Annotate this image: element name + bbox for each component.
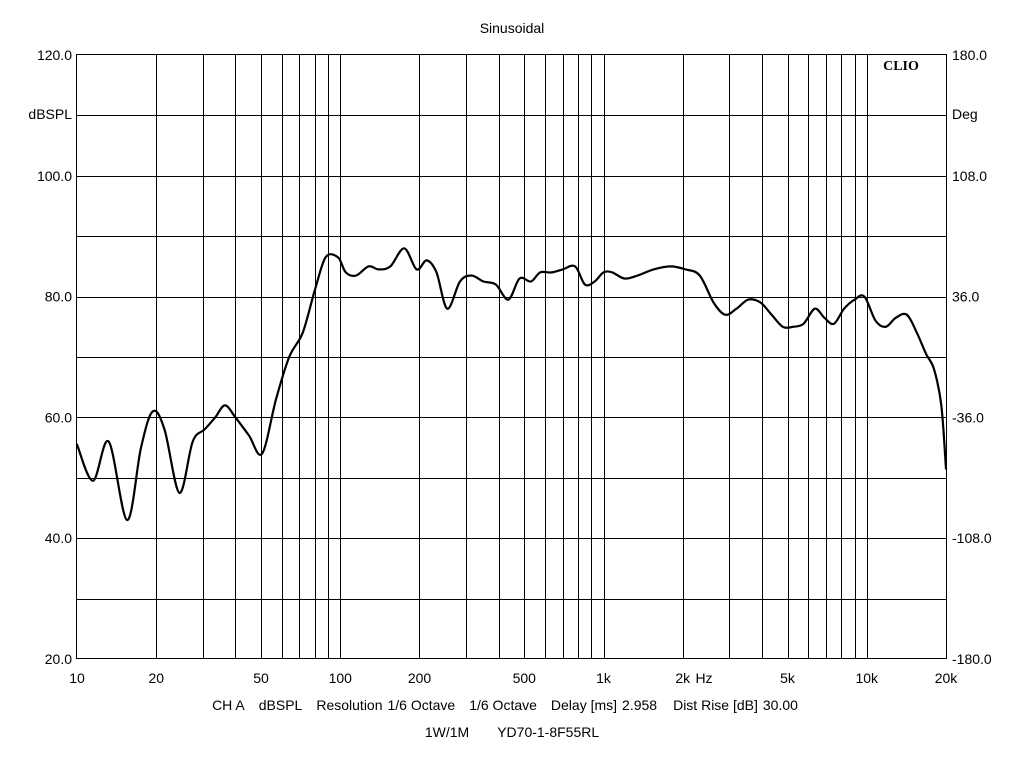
y-tick-label-left: 40.0 — [45, 530, 72, 546]
x-tick-label: 200 — [408, 670, 432, 686]
x-tick-label: 100 — [329, 670, 353, 686]
footer-line-1: CH A dBSPL Resolution 1/6 Octave 1/6 Octave D… — [212, 697, 798, 713]
footer-resolution-label: Resolution — [316, 697, 382, 713]
y-axis-right-ticks: 180.0 108.0 36.0 -36.0 -108.0 -180.0 — [952, 47, 992, 667]
footer-resolution-value: 1/6 Octave — [388, 697, 456, 713]
footer-dist-rise-label: Dist Rise [dB] — [673, 697, 758, 713]
footer-line-2: 1W/1M YD70-1-8F55RL — [425, 724, 599, 740]
x-tick-label: 1k — [596, 670, 612, 686]
x-tick-label: 20 — [148, 670, 164, 686]
x-axis-ticks: 10 20 50 100 200 500 1k 2k 5k 10k 20k — [69, 670, 958, 686]
y-axis-right-label: Deg — [952, 106, 978, 122]
x-tick-label: 2k — [675, 670, 691, 686]
footer-model-name: YD70-1-8F55RL — [497, 724, 599, 740]
y-tick-label-left: 100.0 — [37, 168, 72, 184]
series-line-spl — [75, 247, 948, 522]
x-tick-label: 10 — [69, 670, 85, 686]
y-tick-label-left: 120.0 — [37, 47, 72, 63]
footer-test-condition: 1W/1M — [425, 724, 469, 740]
footer-dist-rise-value: 30.00 — [763, 697, 798, 713]
y-tick-label-right: -108.0 — [952, 530, 992, 546]
x-tick-label: 500 — [513, 670, 537, 686]
x-tick-label: 5k — [780, 670, 796, 686]
x-tick-label: 20k — [935, 670, 959, 686]
grid — [77, 55, 946, 659]
y-tick-label-right: 180.0 — [952, 47, 987, 63]
footer-delay-label: Delay [ms] — [551, 697, 617, 713]
y-tick-label-right: -36.0 — [952, 409, 984, 425]
series-group — [75, 247, 948, 522]
y-tick-label-right: 36.0 — [952, 289, 979, 305]
y-tick-label-left: 20.0 — [45, 651, 72, 667]
y-axis-left-ticks: 120.0 100.0 80.0 60.0 40.0 20.0 — [37, 47, 72, 667]
chart-title: Sinusoidal — [480, 20, 545, 36]
plot-frame — [76, 54, 947, 659]
y-tick-label-right: 108.0 — [952, 168, 987, 184]
footer-channel: CH A — [212, 697, 245, 713]
footer-smoothing: 1/6 Octave — [469, 697, 537, 713]
footer-unit: dBSPL — [259, 697, 303, 713]
x-tick-label: 10k — [855, 670, 879, 686]
y-tick-label-left: 60.0 — [45, 409, 72, 425]
x-tick-label: 50 — [253, 670, 269, 686]
y-tick-label-right: -180.0 — [952, 651, 992, 667]
y-axis-left-label: dBSPL — [28, 106, 72, 122]
footer-delay-value: 2.958 — [622, 697, 657, 713]
clio-logo: CLIO — [883, 59, 919, 74]
x-axis-unit-label: Hz — [695, 670, 712, 686]
y-tick-label-left: 80.0 — [45, 289, 72, 305]
